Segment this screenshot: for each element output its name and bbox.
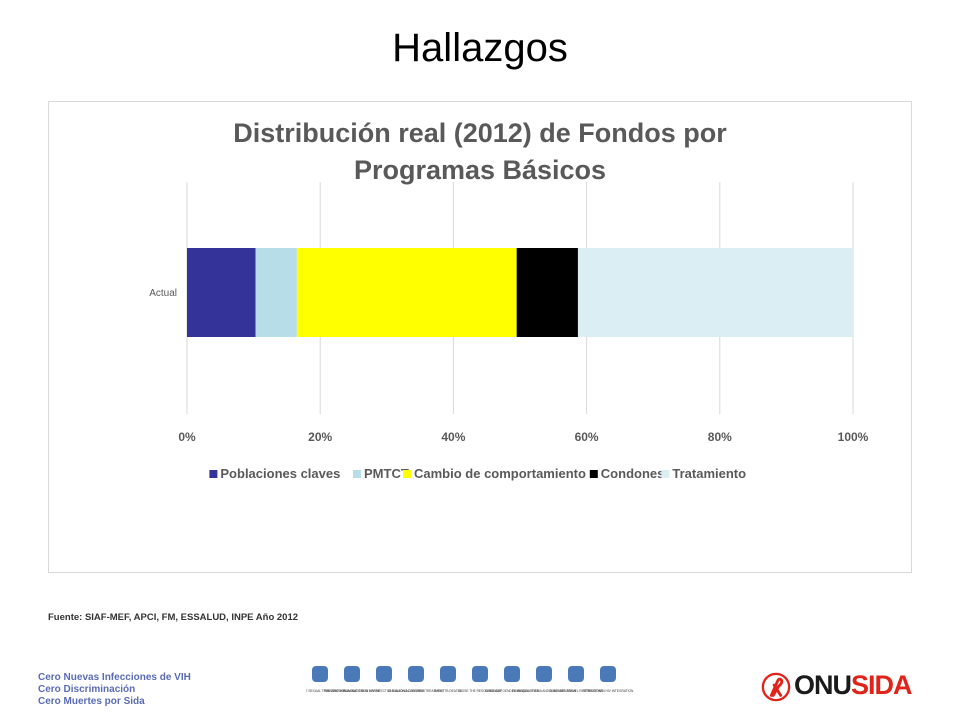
icon-caption: STRENGTHEN HIV INTEGRATION <box>583 689 634 693</box>
tagline-line: Cero Discriminación <box>38 684 136 695</box>
source-note: Fuente: SIAF-MEF, APCI, FM, ESSALUD, INP… <box>48 612 299 623</box>
x-tick-label: 20% <box>308 430 332 444</box>
slide-title: Hallazgos <box>392 26 568 70</box>
chart-frame: Distribución real (2012) de Fondos por Pr… <box>48 101 912 573</box>
legend-label: PMTCT <box>364 466 409 481</box>
icon-caption: AVOID TB DEATHS <box>434 689 462 693</box>
icon-caption: 15 MILLION ACCESSING TREATMENT <box>388 689 445 693</box>
handshake-icon: STRENGTHEN HIV INTEGRATION <box>583 666 634 693</box>
pill-icon: 15 MILLION ACCESSING TREATMENT <box>388 666 445 693</box>
legend-label: Poblaciones claves <box>220 466 340 481</box>
legend-swatch <box>403 470 411 478</box>
icon-caption: ELIMINATE TRAVEL RESTRICTIONS <box>549 689 603 693</box>
x-tick-label: 80% <box>708 430 732 444</box>
bar-segment-condones <box>516 248 578 337</box>
chart-title: Distribución real (2012) de Fondos por <box>233 118 727 148</box>
icon-caption: REDUCE SEXUAL TRANSMISSION <box>306 689 347 693</box>
chart-title: Programas Básicos <box>354 155 606 185</box>
legend-swatch <box>353 470 361 478</box>
tagline-line: Cero Nuevas Infecciones de VIH <box>38 672 191 683</box>
category-label: Actual <box>149 288 177 299</box>
legend-swatch <box>589 470 598 478</box>
x-tick-label: 40% <box>441 430 465 444</box>
bar-segment-poblaciones-claves <box>187 248 256 337</box>
sexual-transmission-icon: REDUCE SEXUAL TRANSMISSION <box>306 666 347 693</box>
x-tick-label: 100% <box>838 430 869 444</box>
bar-segment-pmtct <box>255 248 297 337</box>
legend-label: Condones <box>601 466 665 481</box>
tagline-line: Cero Muertes por Sida <box>38 696 145 707</box>
stacked-bar-chart: Distribución real (2012) de Fondos por Pr… <box>149 118 869 481</box>
legend-label: Cambio de comportamiento <box>414 466 586 481</box>
icon-caption: ELIMINATE GENDER INEQUALITIES <box>485 689 539 693</box>
scales-icon: ELIMINATE STIGMA AND DISCRIMINATION <box>512 666 577 693</box>
onusida-logo: ONUSIDA <box>794 670 913 701</box>
x-tick-label: 0% <box>178 430 196 444</box>
legend-swatch <box>661 470 670 478</box>
icon-caption: ELIMINATE STIGMA AND DISCRIMINATION <box>512 689 577 693</box>
gender-icon: ELIMINATE GENDER INEQUALITIES <box>485 666 539 693</box>
tagline: Cero Nuevas Infecciones de VIH Cero Disc… <box>38 672 191 708</box>
lungs-icon: AVOID TB DEATHS <box>434 666 462 693</box>
red-ribbon-icon <box>761 672 791 702</box>
legend-label: Tratamiento <box>672 466 746 481</box>
legend-swatch <box>209 470 218 478</box>
airplane-icon: ELIMINATE TRAVEL RESTRICTIONS <box>549 666 603 693</box>
icon-caption: CLOSE THE RESOURCE GAP <box>458 689 503 693</box>
bar-segment-tratamiento <box>577 248 853 337</box>
piggy-bank-icon: CLOSE THE RESOURCE GAP <box>458 666 503 693</box>
syringe-icon: PREVENT HIV AMONG DRUG USERS <box>324 666 380 693</box>
icon-caption: ELIMINATE NEW HIV INFECTIONS AMONG CHILD… <box>343 689 425 693</box>
x-tick-label: 60% <box>575 430 599 444</box>
mother-child-icon: ELIMINATE NEW HIV INFECTIONS AMONG CHILD… <box>343 666 425 693</box>
logo-part-onu: ONU <box>794 670 852 700</box>
logo-part-sida: SIDA <box>851 670 913 700</box>
icon-caption: PREVENT HIV AMONG DRUG USERS <box>324 689 380 693</box>
bar-segment-cambio-de-comportamiento <box>296 248 517 337</box>
